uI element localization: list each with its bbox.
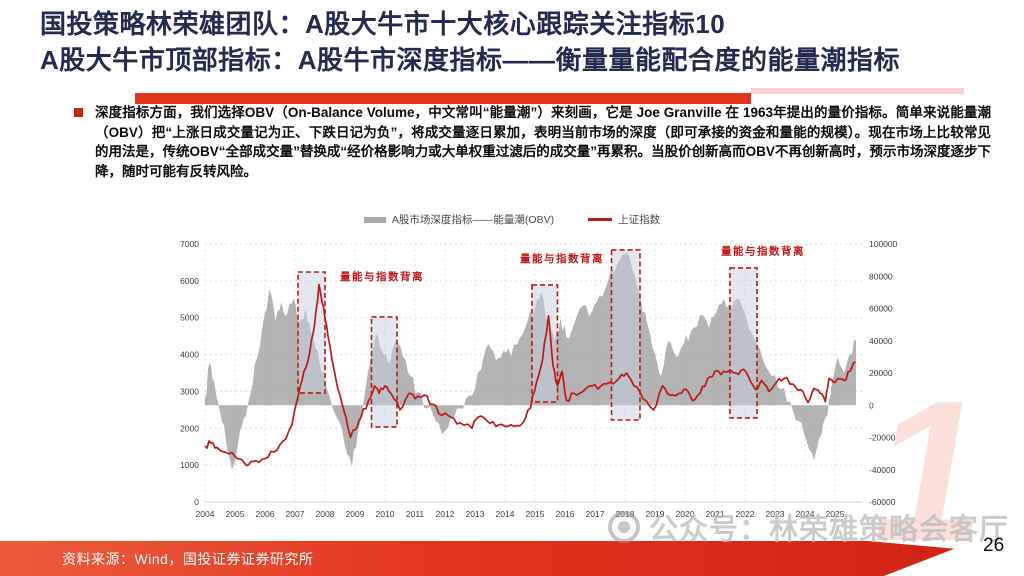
svg-text:2024: 2024 bbox=[796, 509, 815, 519]
chart-legend: A股市场深度指标——能量潮(OBV) 上证指数 bbox=[0, 212, 1024, 227]
svg-text:量能与指数背离: 量能与指数背离 bbox=[340, 270, 424, 283]
obv-legend-label: A股市场深度指标——能量潮(OBV) bbox=[391, 214, 555, 226]
body-paragraph: 深度指标方面，我们选择OBV（On-Balance Volume，中文常叫“能量… bbox=[95, 105, 991, 179]
svg-text:2022: 2022 bbox=[736, 509, 755, 519]
legend-item-obv: A股市场深度指标——能量潮(OBV) bbox=[363, 212, 555, 227]
svg-text:80000: 80000 bbox=[869, 271, 893, 281]
slide-header: 国投策略林荣雄团队：A股大牛市十大核心跟踪关注指标10 A股大牛市顶部指标：A股… bbox=[40, 6, 900, 78]
svg-text:2016: 2016 bbox=[556, 509, 575, 519]
bullet-marker bbox=[74, 108, 83, 117]
footer-band: 资料来源：Wind，国投证券证券研究所 bbox=[0, 541, 955, 576]
svg-text:2006: 2006 bbox=[256, 509, 275, 519]
source-text: 资料来源：Wind，国投证券证券研究所 bbox=[62, 550, 314, 567]
svg-text:7000: 7000 bbox=[180, 239, 199, 249]
svg-text:2019: 2019 bbox=[646, 509, 665, 519]
obv-legend-swatch bbox=[363, 216, 386, 223]
svg-text:2017: 2017 bbox=[586, 509, 605, 519]
svg-text:2021: 2021 bbox=[706, 509, 725, 519]
svg-text:量能与指数背离: 量能与指数背离 bbox=[520, 252, 604, 265]
svg-text:-20000: -20000 bbox=[869, 433, 896, 443]
watermark-logo-icon bbox=[608, 511, 640, 543]
svg-text:4000: 4000 bbox=[180, 350, 199, 360]
svg-text:0: 0 bbox=[869, 400, 874, 410]
svg-text:3000: 3000 bbox=[180, 386, 199, 396]
obv-depth-chart: 0 1000 2000 3000 4000 5000 6000 7000 -60000 -4000… bbox=[180, 239, 898, 519]
svg-text:2013: 2013 bbox=[466, 509, 485, 519]
svg-text:2015: 2015 bbox=[526, 509, 545, 519]
index-legend-label: 上证指数 bbox=[618, 214, 661, 226]
legend-item-index: 上证指数 bbox=[588, 212, 660, 227]
svg-text:20000: 20000 bbox=[869, 368, 893, 378]
svg-text:2004: 2004 bbox=[196, 509, 215, 519]
svg-text:40000: 40000 bbox=[869, 336, 893, 346]
svg-text:5000: 5000 bbox=[180, 313, 199, 323]
svg-text:6000: 6000 bbox=[180, 276, 199, 286]
title-underline-bar bbox=[135, 93, 751, 104]
svg-text:2007: 2007 bbox=[286, 509, 305, 519]
page-number: 26 bbox=[983, 535, 1005, 556]
svg-text:2020: 2020 bbox=[676, 509, 695, 519]
svg-text:2025: 2025 bbox=[826, 509, 845, 519]
svg-text:2012: 2012 bbox=[436, 509, 455, 519]
svg-text:0: 0 bbox=[194, 497, 199, 507]
svg-text:2000: 2000 bbox=[180, 423, 199, 433]
svg-text:60000: 60000 bbox=[869, 304, 893, 314]
svg-text:2011: 2011 bbox=[406, 509, 425, 519]
svg-text:-60000: -60000 bbox=[869, 497, 896, 507]
svg-text:2010: 2010 bbox=[376, 509, 395, 519]
svg-text:1000: 1000 bbox=[180, 460, 199, 470]
svg-text:量能与指数背离: 量能与指数背离 bbox=[721, 245, 805, 258]
title-underline-bar-faint bbox=[751, 88, 964, 94]
watermark-text: 公众号：林荣雄策略会客厅 bbox=[649, 514, 1010, 546]
svg-text:2014: 2014 bbox=[496, 509, 515, 519]
svg-text:100000: 100000 bbox=[869, 239, 898, 249]
body-bullet-block: 深度指标方面，我们选择OBV（On-Balance Volume，中文常叫“能量… bbox=[74, 103, 991, 181]
svg-text:2009: 2009 bbox=[346, 509, 365, 519]
watermark: 公众号：林荣雄策略会客厅 bbox=[608, 506, 1009, 548]
slide-title-line2: A股大牛市顶部指标：A股牛市深度指标——衡量量能配合度的能量潮指标 bbox=[40, 45, 901, 75]
slide-title-line1: 国投策略林荣雄团队：A股大牛市十大核心跟踪关注指标10 bbox=[40, 9, 726, 39]
svg-text:2023: 2023 bbox=[766, 509, 785, 519]
svg-text:2008: 2008 bbox=[316, 509, 335, 519]
svg-text:2005: 2005 bbox=[226, 509, 245, 519]
svg-text:-40000: -40000 bbox=[869, 465, 896, 475]
index-legend-swatch bbox=[588, 218, 613, 221]
